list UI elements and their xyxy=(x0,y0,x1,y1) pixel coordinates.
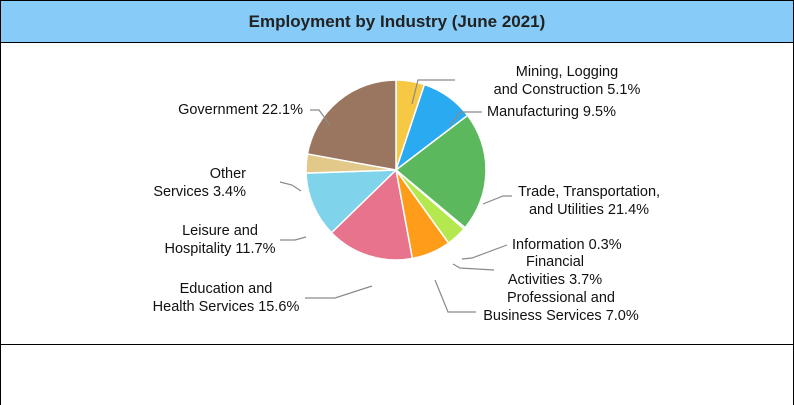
leader-line xyxy=(482,195,512,205)
slice-label: Trade, Transportation, and Utilities 21.4… xyxy=(518,184,660,218)
slice-label: Leisure and Hospitality 11.7% xyxy=(165,223,276,257)
chart-title: Employment by Industry (June 2021) xyxy=(248,11,546,31)
slice-label: Financial Activities 3.7% xyxy=(508,254,602,288)
pie-chart: Mining, Logging and Construction 5.1% Manu… xyxy=(153,64,660,324)
slice-label: Other Services 3.4% xyxy=(153,166,246,200)
slice-label: Professional and Business Services 7.0% xyxy=(483,290,639,324)
pie-slice-leisure-and-hospitality xyxy=(305,169,398,234)
leader-line xyxy=(434,279,476,313)
chart-header: Employment by Industry (June 2021) xyxy=(1,1,793,43)
leader-line xyxy=(280,236,307,241)
leader-line xyxy=(305,285,373,299)
leader-line xyxy=(310,109,331,126)
pie-slice-government xyxy=(306,79,397,171)
leader-line xyxy=(461,244,508,260)
slice-label: Education and Health Services 15.6% xyxy=(153,281,300,315)
leader-line xyxy=(449,111,482,127)
chart-frame: Employment by Industry (June 2021) xyxy=(0,0,794,345)
leader-line xyxy=(279,181,302,192)
pie-slices xyxy=(305,79,487,261)
slice-label: Mining, Logging and Construction 5.1% xyxy=(494,64,641,98)
pie-labels: Mining, Logging and Construction 5.1% Manu… xyxy=(153,64,660,324)
pie-slice-trade-transportation-and-utilities xyxy=(394,114,487,229)
slice-label: Information 0.3% xyxy=(512,237,622,253)
leader-line xyxy=(411,79,455,105)
left-border xyxy=(0,345,1,405)
slice-label: Manufacturing 9.5% xyxy=(487,104,616,120)
leader-line xyxy=(452,263,495,271)
pie-slice-education-and-health-services xyxy=(330,168,414,261)
slice-label: Government 22.1% xyxy=(178,102,303,118)
